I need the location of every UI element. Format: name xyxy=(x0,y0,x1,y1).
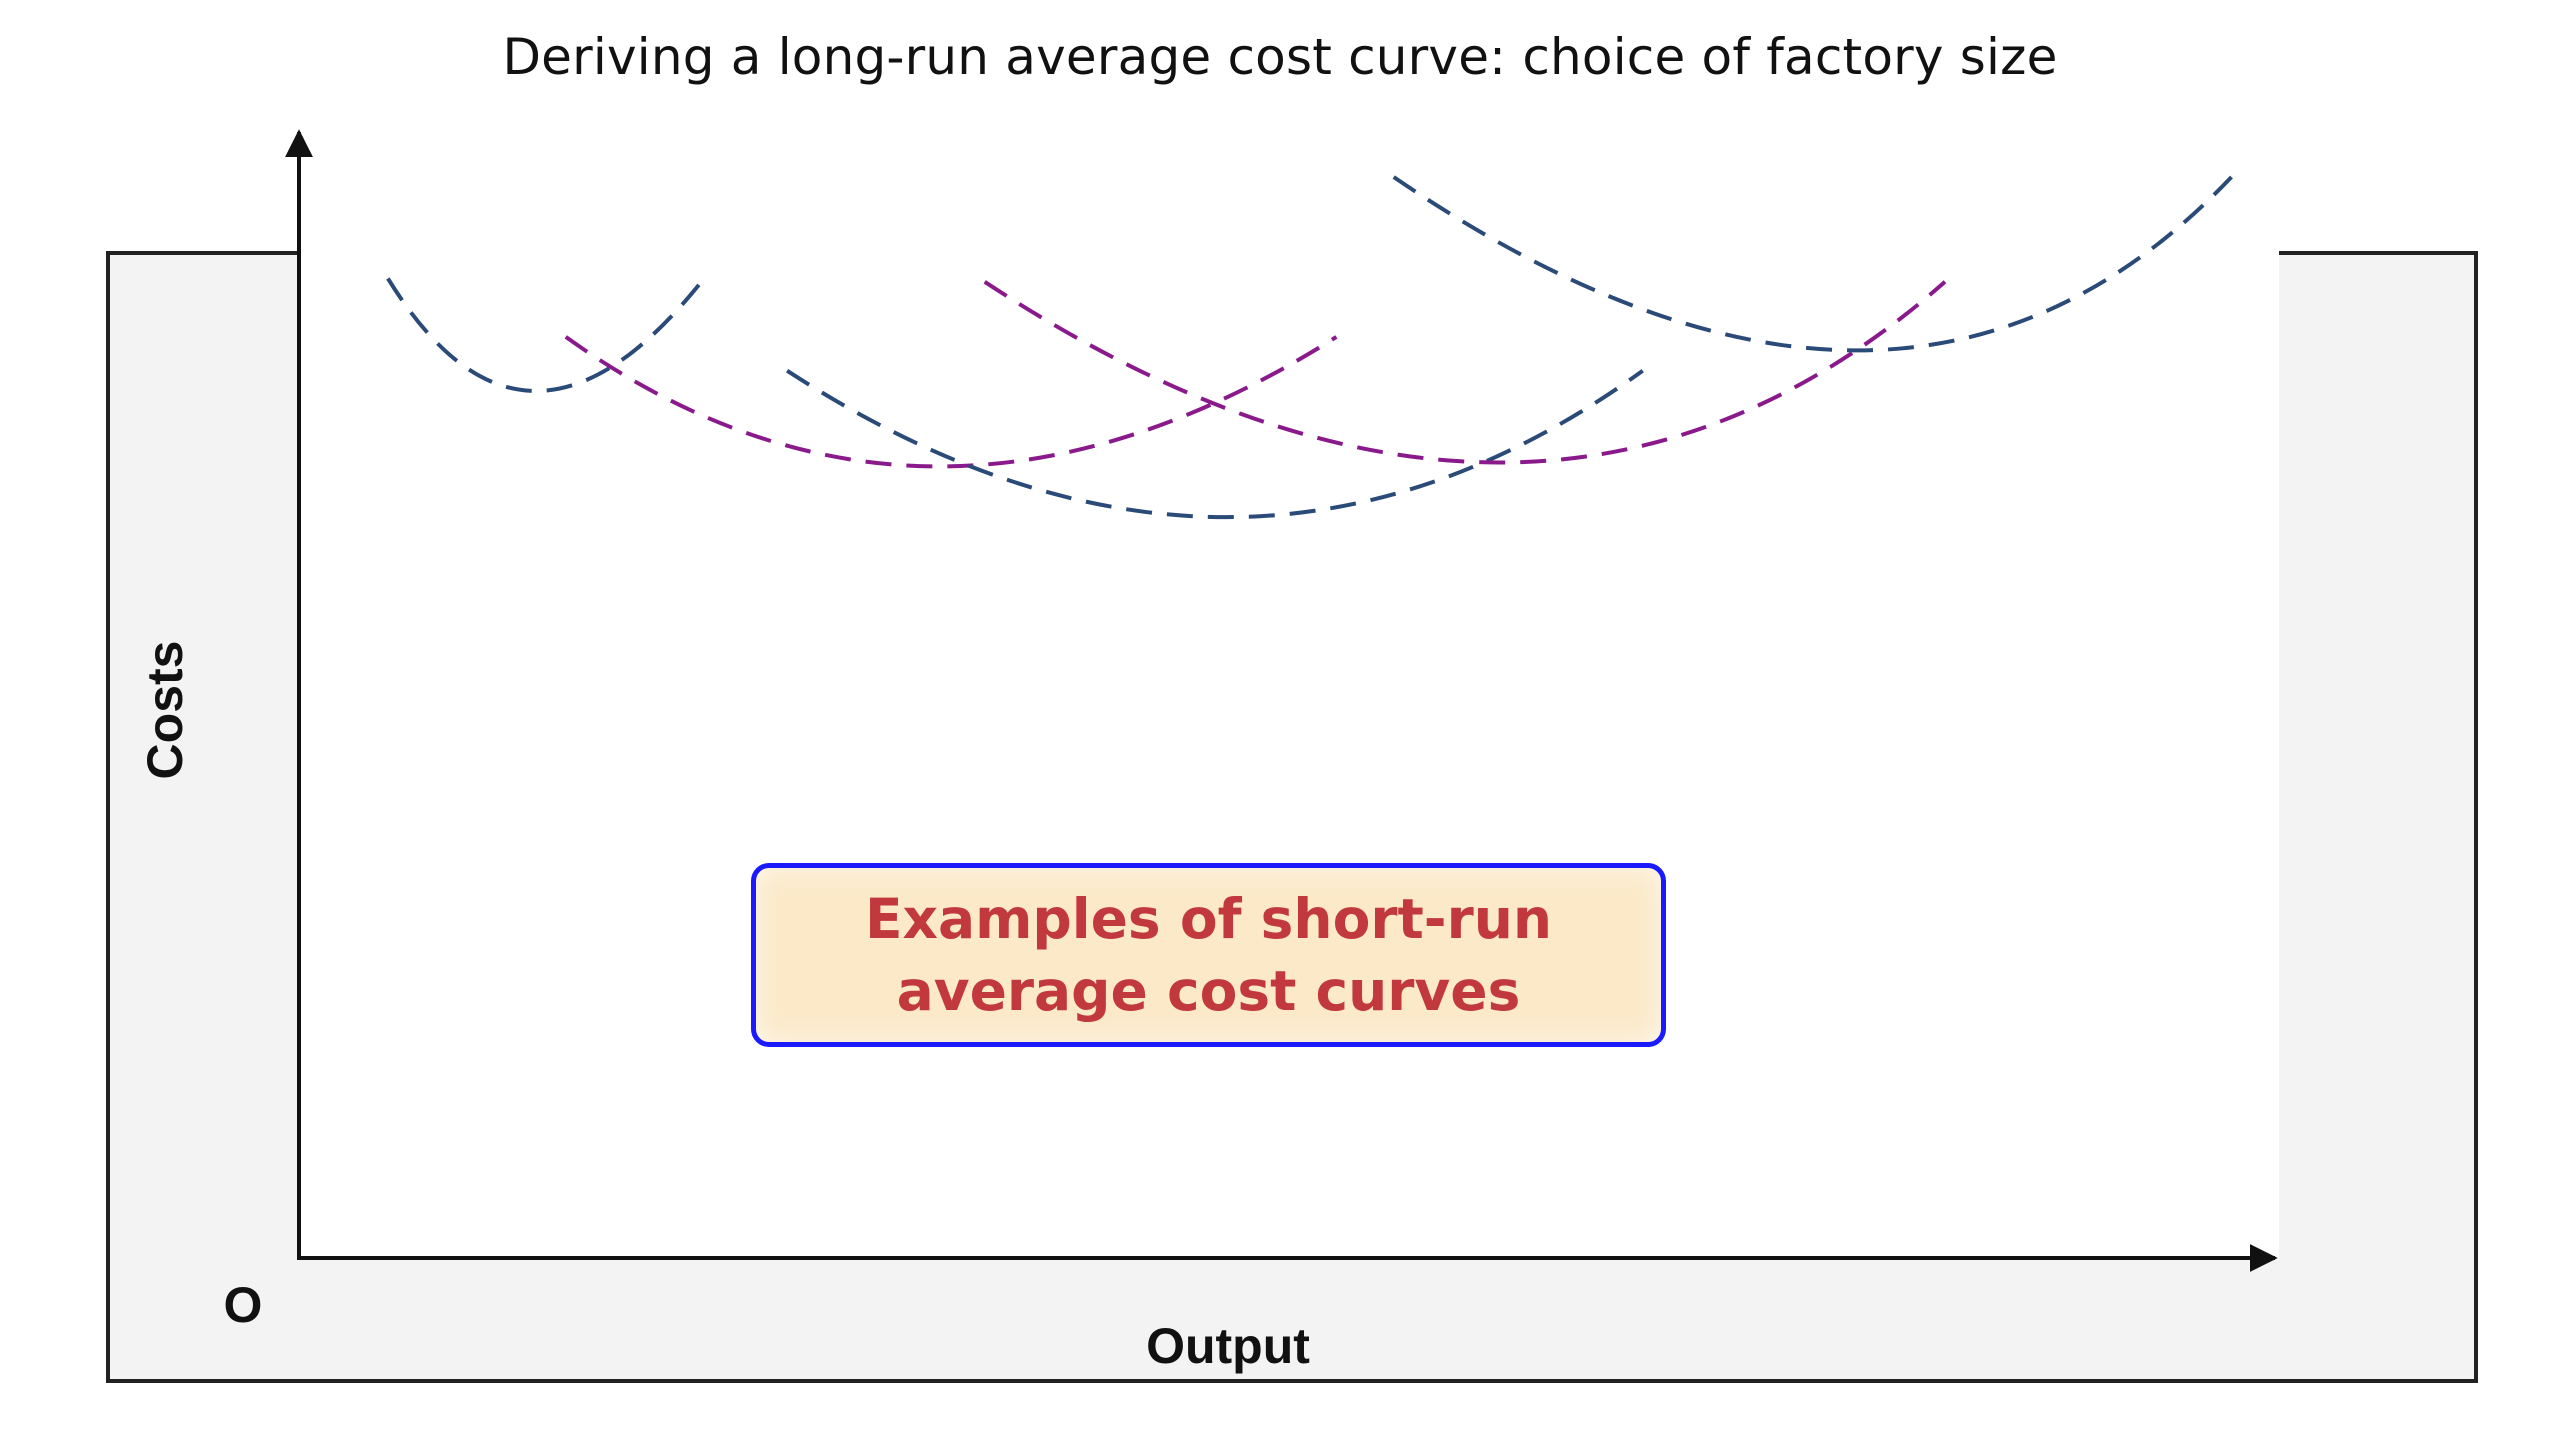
sac-curve-2 xyxy=(564,335,1338,469)
y-axis-label: Costs xyxy=(137,641,193,780)
x-axis-label: Output xyxy=(1146,1318,1310,1374)
plot-area xyxy=(299,130,2279,1260)
annotation-text: Examples of short-run average cost curve… xyxy=(864,887,1553,1023)
annotation-box: Examples of short-run average cost curve… xyxy=(751,863,1666,1047)
chart-title: Deriving a long-run average cost curve: … xyxy=(502,28,2058,86)
sac-curve-3 xyxy=(786,369,1644,520)
cost-curves xyxy=(386,175,2233,520)
origin-label: O xyxy=(224,1277,263,1333)
sac-curve-1 xyxy=(386,277,706,393)
sac-curve-4 xyxy=(983,280,1947,465)
frame-top-cover xyxy=(301,246,2277,260)
sac-curve-5 xyxy=(1392,175,2233,353)
